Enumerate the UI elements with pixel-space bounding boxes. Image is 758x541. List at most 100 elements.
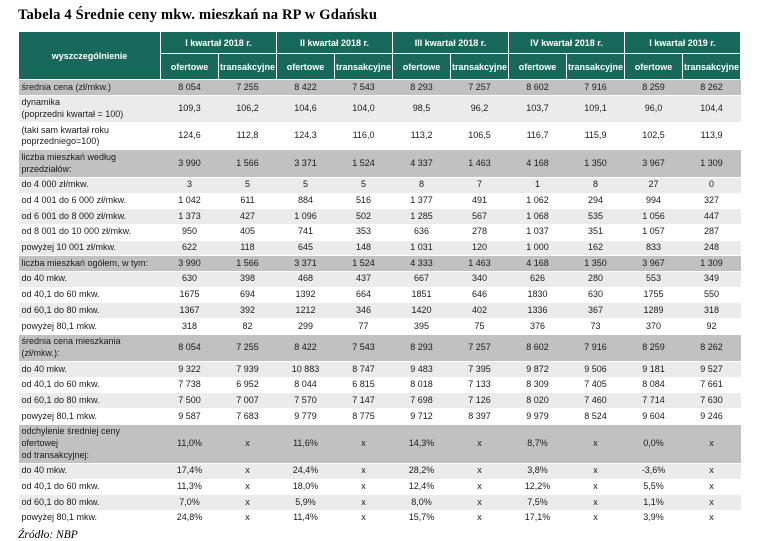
data-cell: 7,5% <box>508 494 567 511</box>
data-cell: 10 883 <box>276 361 335 378</box>
data-cell: x <box>218 494 277 511</box>
table-row: od 60,1 do 80 mkw. 7 500 7 007 7 570 7 147 7 … <box>18 392 741 410</box>
data-cell: 7 133 <box>450 376 509 394</box>
data-cell: 630 <box>566 286 625 304</box>
data-cell: x <box>566 423 625 464</box>
data-cell: 6 952 <box>218 376 277 394</box>
data-cell: 1 463 <box>450 255 509 272</box>
data-cell: 7 543 <box>334 333 393 363</box>
row-label: powyżej 80,1 mkw. <box>18 318 161 335</box>
data-cell: 24,4% <box>276 462 335 480</box>
data-cell: 8 262 <box>682 79 741 96</box>
data-cell: 0,0% <box>624 423 683 464</box>
table-row: liczba mieszkań ogółem, w tym: 3 990 1 566… <box>18 255 741 272</box>
row-label: od 40,1 do 60 mkw. <box>18 478 161 496</box>
data-cell: 1675 <box>160 286 219 304</box>
table-row: powyżej 80,1 mkw. 24,8% x 11,4% x 15,7% x 17,1%… <box>18 509 741 527</box>
data-cell: 9 322 <box>160 361 219 378</box>
table-row: do 40 mkw. 630 398 468 437 667 340 626 280 553 349 <box>18 270 741 288</box>
subheader-transakcyjne: transakcyjne <box>450 53 510 80</box>
data-cell: 3 967 <box>624 255 683 272</box>
quarter-header-q2-2018: II kwartał 2018 r. <box>276 31 394 54</box>
data-cell: 14,3% <box>392 423 451 464</box>
data-cell: 646 <box>450 286 509 304</box>
price-table: wyszczególnienie I kwartał 2018 r. II kw… <box>18 31 742 527</box>
row-label: do 40 mkw. <box>18 270 161 288</box>
data-cell: 8 054 <box>160 333 219 363</box>
data-cell: 4 168 <box>508 149 567 178</box>
data-cell: 1 566 <box>218 149 277 178</box>
data-cell: 115,9 <box>566 122 625 151</box>
data-cell: 8 602 <box>508 79 567 96</box>
data-cell: 1212 <box>276 302 335 319</box>
data-cell: 7 543 <box>334 79 393 96</box>
data-cell: 9 483 <box>392 361 451 378</box>
row-label: średnia cena (zł/mkw.) <box>18 79 161 96</box>
table-body: średnia cena (zł/mkw.) 8 054 7 255 8 422 7 5… <box>18 79 741 527</box>
data-cell: 622 <box>160 239 219 257</box>
row-label: liczba mieszkań ogółem, w tym: <box>18 255 161 272</box>
data-cell: x <box>450 478 509 496</box>
data-cell: 8 259 <box>624 333 683 363</box>
data-cell: 392 <box>218 302 277 319</box>
data-cell: 73 <box>566 318 625 335</box>
row-label: od 40,1 do 60 mkw. <box>18 376 161 394</box>
data-cell: 9 712 <box>392 408 451 425</box>
data-cell: 109,1 <box>566 94 625 124</box>
data-cell: 351 <box>566 223 625 241</box>
data-cell: 8 084 <box>624 376 683 394</box>
data-cell: 118 <box>218 239 277 257</box>
row-label: od 4 001 do 6 000 zł/mkw. <box>18 192 161 210</box>
data-cell: 1289 <box>624 302 683 319</box>
data-cell: 1 068 <box>508 208 567 225</box>
data-cell: 9 246 <box>682 408 741 425</box>
data-cell: 7 007 <box>218 392 277 410</box>
data-cell: 287 <box>682 223 741 241</box>
data-cell: 12,4% <box>392 478 451 496</box>
data-cell: 24,8% <box>160 509 219 527</box>
data-cell: 8 044 <box>276 376 335 394</box>
quarter-header-row: wyszczególnienie I kwartał 2018 r. II kw… <box>18 31 742 80</box>
subheader-ofertowe: ofertowe <box>392 53 452 80</box>
data-cell: -3,6% <box>624 462 683 480</box>
table-row: od 8 001 do 10 000 zł/mkw. 950 405 741 353 63… <box>18 223 741 241</box>
data-cell: 9 779 <box>276 408 335 425</box>
data-cell: 109,3 <box>160 94 219 124</box>
row-label: do 40 mkw. <box>18 462 161 480</box>
data-cell: 1 037 <box>508 223 567 241</box>
data-cell: 376 <box>508 318 567 335</box>
row-label: do 40 mkw. <box>18 361 161 378</box>
data-cell: 280 <box>566 270 625 288</box>
data-cell: 3,8% <box>508 462 567 480</box>
data-cell: 9 979 <box>508 408 567 425</box>
data-cell: 11,6% <box>276 423 335 464</box>
subheader-transakcyjne: transakcyjne <box>566 53 626 80</box>
data-cell: 8 <box>392 176 451 194</box>
quarter-header-q4-2018: IV kwartał 2018 r. <box>508 31 626 54</box>
row-label: powyżej 80,1 mkw. <box>18 509 161 527</box>
data-cell: 395 <box>392 318 451 335</box>
subheader-ofertowe: ofertowe <box>276 53 336 80</box>
table-row: dynamika (poprzedni kwartał = 100) 109,3 10… <box>18 94 741 124</box>
data-cell: 1830 <box>508 286 567 304</box>
data-cell: 278 <box>450 223 509 241</box>
data-cell: 7 738 <box>160 376 219 394</box>
data-cell: 8 602 <box>508 333 567 363</box>
data-cell: 8 018 <box>392 376 451 394</box>
data-cell: 3 967 <box>624 149 683 178</box>
data-cell: 7 255 <box>218 79 277 96</box>
data-cell: 116,0 <box>334 122 393 151</box>
data-cell: 106,5 <box>450 122 509 151</box>
data-cell: 120 <box>450 239 509 257</box>
subheader-transakcyjne: transakcyjne <box>682 53 742 80</box>
data-cell: 1 350 <box>566 255 625 272</box>
data-cell: 950 <box>160 223 219 241</box>
data-cell: 405 <box>218 223 277 241</box>
data-cell: 346 <box>334 302 393 319</box>
data-cell: 148 <box>334 239 393 257</box>
data-cell: 7 630 <box>682 392 741 410</box>
data-cell: 7 939 <box>218 361 277 378</box>
table-row: od 60,1 do 80 mkw. 1367 392 1212 346 1420 402 1… <box>18 302 741 319</box>
data-cell: 75 <box>450 318 509 335</box>
